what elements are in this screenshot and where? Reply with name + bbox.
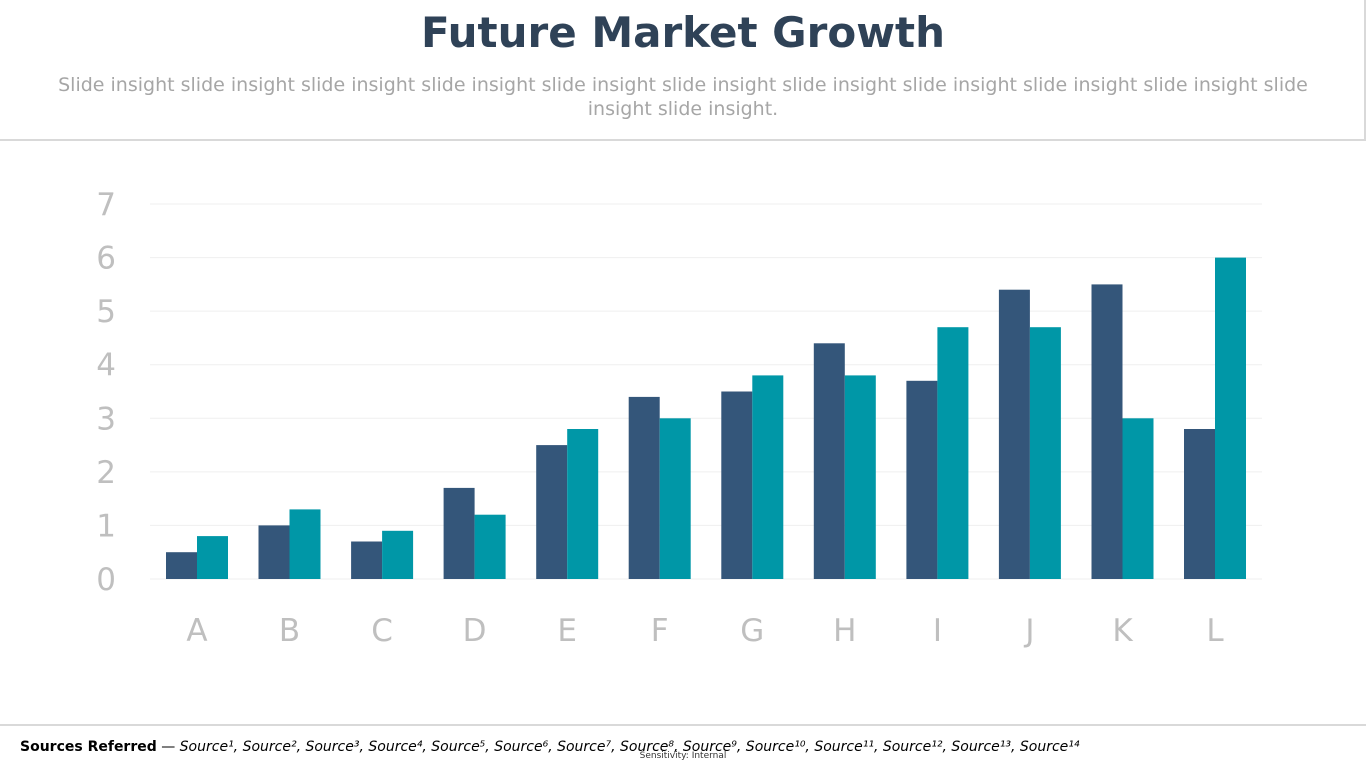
bar-series2-F <box>659 418 691 579</box>
y-tick-label: 1 <box>96 508 116 544</box>
top-divider <box>0 139 1366 141</box>
y-tick-label: 0 <box>96 562 116 598</box>
grid-lines <box>150 203 1262 580</box>
bar-series2-E <box>567 429 599 579</box>
x-tick-label: K <box>1112 613 1133 649</box>
x-tick-label: C <box>371 613 393 649</box>
y-tick-label: 6 <box>96 241 116 277</box>
bar-series2-H <box>844 375 876 579</box>
bar-series1-H <box>813 343 845 579</box>
bar-series2-K <box>1122 418 1154 579</box>
bar-series2-D <box>474 514 506 579</box>
slide-title: Future Market Growth <box>421 8 945 57</box>
x-tick-label: B <box>279 613 300 649</box>
bar-series1-A <box>166 552 197 579</box>
bar-series1-G <box>721 391 753 579</box>
sources-list: Source¹, Source², Source³, Source⁴, Sour… <box>179 739 1080 755</box>
y-tick-label: 4 <box>96 348 116 384</box>
bar-series2-C <box>382 530 414 579</box>
y-tick-label: 2 <box>96 455 116 491</box>
y-axis-ticks: 0 1 2 3 4 5 6 7 <box>96 187 116 598</box>
bar-series2-G <box>752 375 784 579</box>
bar-series2-A <box>197 536 228 579</box>
sensitivity-label: Sensitivity: Internal <box>639 751 727 761</box>
y-tick-label: 7 <box>96 187 116 223</box>
sources-lead: Sources Referred <box>20 739 157 755</box>
bar-series1-D <box>443 487 475 579</box>
bar-series1-E <box>536 445 568 579</box>
x-tick-label: I <box>933 613 942 649</box>
bar-series1-B <box>258 525 290 579</box>
x-tick-label: E <box>557 613 577 649</box>
bar-series2-L <box>1215 257 1246 579</box>
x-tick-label: D <box>463 613 487 649</box>
bar-series2-I <box>937 327 969 579</box>
bottom-divider <box>0 724 1366 726</box>
bar-chart: 0 1 2 3 4 5 6 7 A B C D E F G H I J K L <box>96 187 1262 649</box>
bar-series1-K <box>1091 284 1123 579</box>
bar-series1-I <box>906 380 938 579</box>
x-tick-label: L <box>1206 613 1224 649</box>
right-edge-line <box>1364 0 1366 140</box>
bar-series1-C <box>351 541 383 579</box>
bar-series2-J <box>1029 327 1061 579</box>
y-tick-label: 3 <box>96 401 116 437</box>
slide-subtitle: Slide insight slide insight slide insigh… <box>58 74 1308 120</box>
x-tick-label: F <box>651 613 669 649</box>
x-tick-label: J <box>1023 613 1034 649</box>
bar-series1-F <box>628 396 660 579</box>
x-tick-label: G <box>740 613 764 649</box>
sources-line: Sources Referred — Source¹, Source², Sou… <box>20 739 1080 755</box>
bar-series1-L <box>1184 429 1215 579</box>
x-axis-ticks: A B C D E F G H I J K L <box>186 613 1224 649</box>
bar-series2-B <box>289 509 321 579</box>
y-tick-label: 5 <box>96 294 116 330</box>
sources-dash: — <box>156 739 180 755</box>
bar-series1-J <box>998 289 1030 579</box>
x-tick-label: H <box>833 613 856 649</box>
x-tick-label: A <box>186 613 207 649</box>
bars <box>166 257 1246 579</box>
